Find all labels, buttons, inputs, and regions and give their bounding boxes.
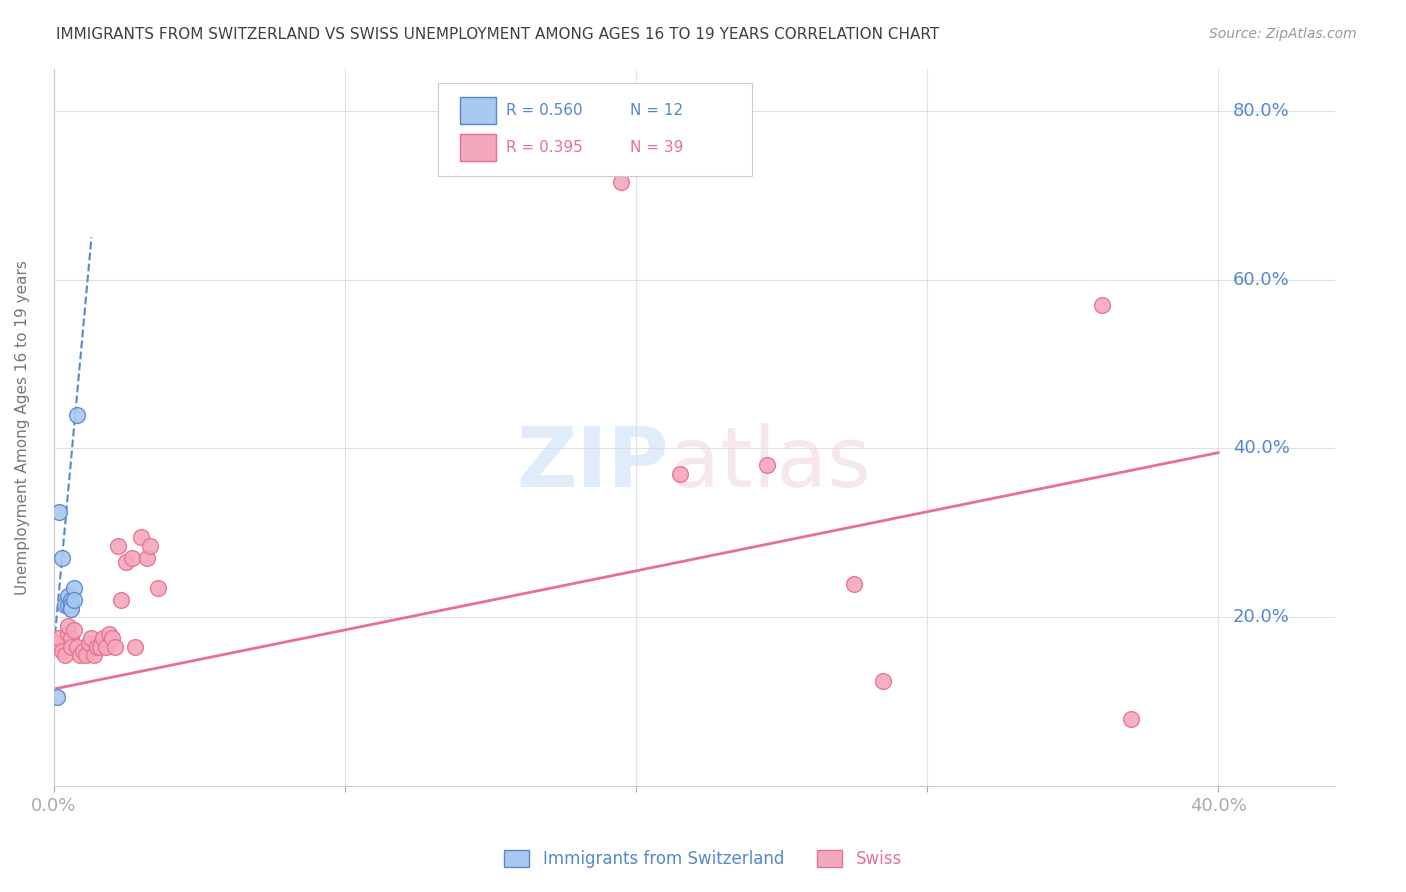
Text: R = 0.560: R = 0.560 [506,103,582,118]
Point [63,593,86,607]
Point [66,408,89,422]
Point [138,539,160,553]
Point [56,598,79,612]
Text: ZIP: ZIP [516,423,669,504]
Point [66,640,89,654]
Point [86,640,108,654]
Point [872,673,894,688]
Point [756,458,779,473]
Text: N = 39: N = 39 [630,140,683,155]
Point [53,598,76,612]
Point [121,551,143,566]
FancyBboxPatch shape [437,83,752,176]
Bar [460,134,495,161]
Point [60,640,83,654]
Point [60,593,83,607]
Point [94,640,117,654]
Point [45,690,67,705]
Point [56,589,79,603]
Text: 20.0%: 20.0% [1233,608,1289,626]
Text: R = 0.395: R = 0.395 [506,140,582,155]
Point [135,551,157,566]
Text: 60.0%: 60.0% [1233,270,1289,289]
Text: atlas: atlas [669,423,870,504]
Text: 80.0%: 80.0% [1233,102,1289,120]
Point [104,640,127,654]
Point [72,644,94,658]
Point [69,648,91,663]
Point [56,627,79,641]
Point [610,176,633,190]
Point [75,648,97,663]
Point [115,556,138,570]
Legend: Immigrants from Switzerland, Swiss: Immigrants from Switzerland, Swiss [498,843,908,875]
Text: Source: ZipAtlas.com: Source: ZipAtlas.com [1209,27,1357,41]
Text: 40.0%: 40.0% [1233,440,1289,458]
Point [101,632,124,646]
Point [91,632,114,646]
Point [668,467,690,481]
Point [60,598,83,612]
Point [97,627,120,641]
Point [48,505,70,519]
Point [56,618,79,632]
Point [1119,712,1142,726]
Point [83,648,105,663]
Point [51,644,73,658]
Point [51,551,73,566]
Point [110,593,132,607]
Point [80,632,103,646]
Point [148,581,170,595]
Point [60,602,83,616]
Bar [460,96,495,124]
Point [63,623,86,637]
Text: IMMIGRANTS FROM SWITZERLAND VS SWISS UNEMPLOYMENT AMONG AGES 16 TO 19 YEARS CORR: IMMIGRANTS FROM SWITZERLAND VS SWISS UNE… [56,27,939,42]
Y-axis label: Unemployment Among Ages 16 to 19 years: Unemployment Among Ages 16 to 19 years [15,260,30,595]
Point [124,640,146,654]
Point [129,530,152,544]
Point [60,632,83,646]
Point [107,539,129,553]
Point [63,581,86,595]
Point [48,632,70,646]
Text: N = 12: N = 12 [630,103,683,118]
Point [45,635,67,649]
Point [53,648,76,663]
Point [1091,298,1114,312]
Point [77,635,100,649]
Point [89,640,111,654]
Point [844,576,866,591]
